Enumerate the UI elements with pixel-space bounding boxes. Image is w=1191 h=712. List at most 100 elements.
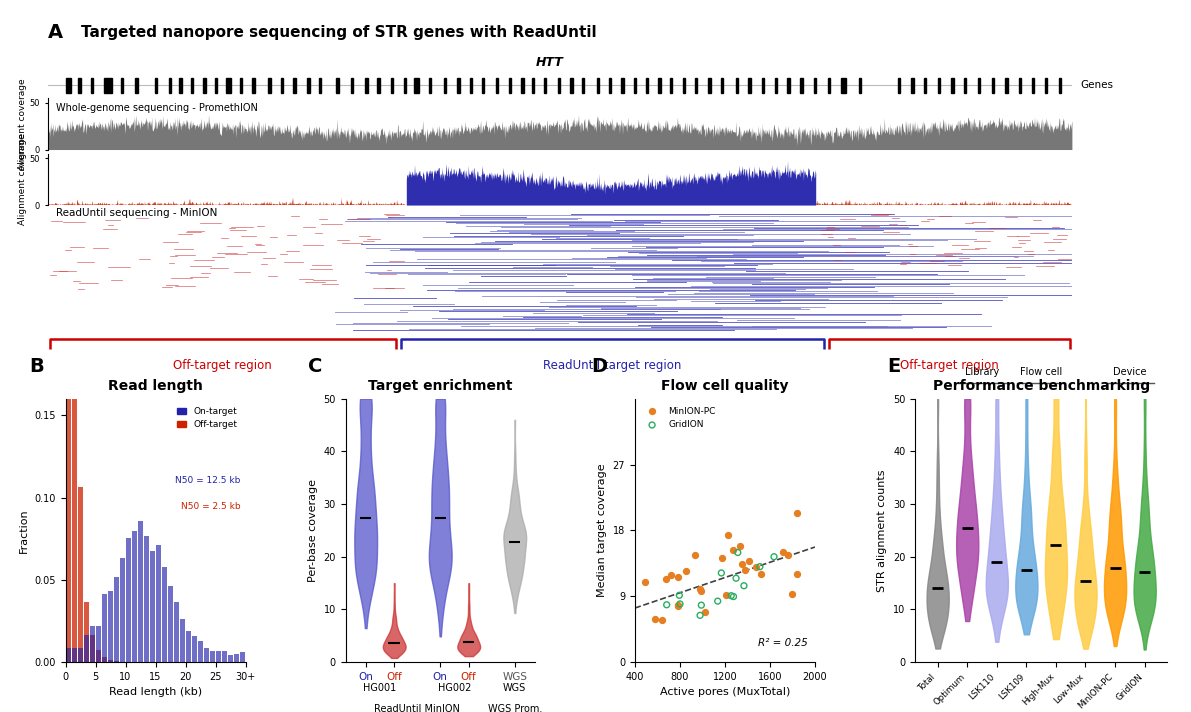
- Bar: [570, 78, 573, 93]
- Bar: [952, 78, 954, 93]
- MinION-PC: [686, 550, 705, 561]
- Bar: [404, 78, 406, 93]
- MinION-PC: [691, 585, 710, 597]
- Bar: [557, 78, 560, 93]
- GridION: [727, 572, 746, 584]
- Bar: [156, 545, 161, 662]
- MinION-PC: [736, 565, 755, 576]
- Bar: [1046, 78, 1047, 93]
- Bar: [659, 78, 661, 93]
- MinION-PC: [732, 558, 752, 570]
- Bar: [241, 78, 242, 93]
- Bar: [366, 78, 368, 93]
- Bar: [71, 647, 77, 662]
- Bar: [114, 577, 119, 662]
- Bar: [268, 78, 270, 93]
- Y-axis label: Median target coverage: Median target coverage: [597, 464, 607, 597]
- MinION-PC: [778, 550, 797, 561]
- Text: Off-target region: Off-target region: [174, 359, 273, 372]
- Bar: [682, 78, 685, 93]
- Bar: [634, 78, 636, 93]
- Bar: [150, 551, 155, 662]
- Bar: [101, 656, 107, 662]
- Title: Read length: Read length: [108, 379, 202, 394]
- Bar: [841, 78, 846, 93]
- MinION-PC: [787, 568, 806, 580]
- Bar: [198, 642, 204, 662]
- Bar: [671, 78, 673, 93]
- Text: R² = 0.25: R² = 0.25: [757, 639, 807, 649]
- Bar: [457, 78, 461, 93]
- Bar: [66, 5, 71, 662]
- MinION-PC: [740, 555, 759, 567]
- Text: D: D: [592, 357, 607, 377]
- Text: ReadUntil sequencing - MinION: ReadUntil sequencing - MinION: [56, 208, 217, 218]
- Bar: [597, 78, 599, 93]
- Text: Whole-genome sequencing - PromethION: Whole-genome sequencing - PromethION: [56, 103, 257, 113]
- Bar: [1031, 78, 1034, 93]
- Text: C: C: [308, 357, 323, 377]
- Bar: [609, 78, 611, 93]
- Bar: [83, 635, 89, 662]
- Bar: [222, 651, 227, 662]
- GridION: [709, 595, 728, 607]
- Bar: [1059, 78, 1061, 93]
- Bar: [227, 654, 233, 662]
- MinION-PC: [636, 577, 655, 588]
- Bar: [544, 78, 547, 93]
- Bar: [101, 594, 107, 662]
- Bar: [391, 78, 393, 93]
- Bar: [77, 487, 83, 662]
- X-axis label: Read length (kb): Read length (kb): [108, 688, 202, 698]
- Text: A: A: [48, 23, 63, 41]
- Bar: [108, 660, 113, 662]
- Bar: [83, 602, 89, 662]
- GridION: [669, 590, 688, 601]
- Bar: [204, 78, 206, 93]
- Bar: [813, 78, 816, 93]
- Bar: [748, 78, 752, 93]
- Bar: [135, 78, 138, 93]
- Title: Flow cell quality: Flow cell quality: [661, 379, 788, 394]
- Text: HG002: HG002: [438, 683, 472, 693]
- Bar: [414, 78, 419, 93]
- Bar: [469, 78, 472, 93]
- Title: Performance benchmarking: Performance benchmarking: [933, 379, 1149, 394]
- Bar: [162, 567, 167, 662]
- Text: ReadUntil target region: ReadUntil target region: [543, 359, 681, 372]
- Bar: [736, 78, 738, 93]
- Bar: [978, 78, 980, 93]
- Bar: [204, 647, 210, 662]
- Title: Target enrichment: Target enrichment: [368, 379, 512, 394]
- Bar: [337, 78, 338, 93]
- MinION-PC: [668, 572, 687, 583]
- MinION-PC: [773, 547, 792, 558]
- Bar: [174, 602, 179, 662]
- Bar: [800, 78, 803, 93]
- Bar: [497, 78, 498, 93]
- Bar: [89, 634, 95, 662]
- Bar: [239, 652, 245, 662]
- Bar: [444, 78, 447, 93]
- Bar: [761, 78, 763, 93]
- Bar: [120, 558, 125, 662]
- Bar: [924, 78, 927, 93]
- Bar: [319, 78, 322, 93]
- Bar: [210, 651, 216, 662]
- Bar: [95, 650, 101, 662]
- Bar: [108, 590, 113, 662]
- Bar: [126, 538, 131, 662]
- Bar: [828, 78, 830, 93]
- Bar: [186, 631, 192, 662]
- Bar: [520, 78, 524, 93]
- Bar: [775, 78, 777, 93]
- Bar: [155, 78, 157, 93]
- Bar: [293, 78, 295, 93]
- Bar: [104, 78, 112, 93]
- Bar: [79, 78, 81, 93]
- MinION-PC: [717, 590, 736, 601]
- Bar: [859, 78, 861, 93]
- Bar: [992, 78, 994, 93]
- Bar: [132, 530, 137, 662]
- Bar: [180, 619, 186, 662]
